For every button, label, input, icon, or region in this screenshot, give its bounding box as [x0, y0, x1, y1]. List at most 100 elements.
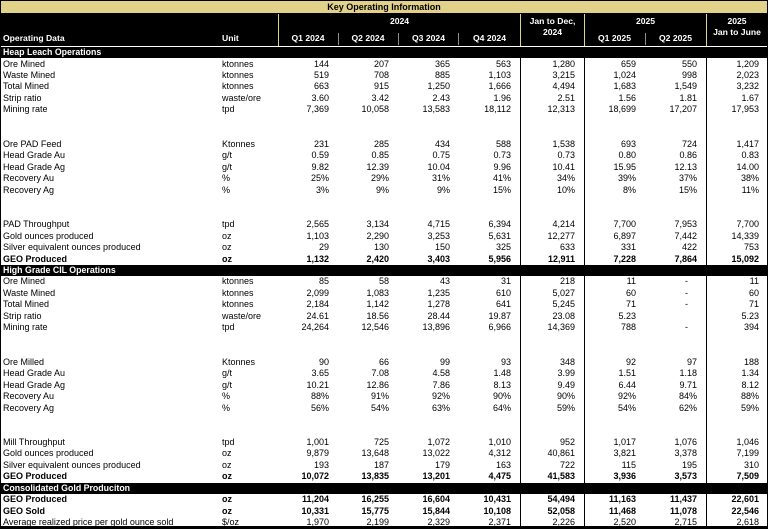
cell-value: 8% — [622, 184, 636, 195]
cell-value: 6,966 — [488, 322, 511, 333]
cell-value: 11% — [741, 184, 759, 195]
spacer-row — [0, 127, 768, 138]
cell-value: 1,538 — [552, 138, 575, 149]
header-q2-2024: Q2 2024 — [351, 33, 385, 43]
cell-value: 998 — [681, 70, 697, 81]
cell-value: 90% — [492, 391, 511, 402]
row-unit: ktonnes — [222, 276, 254, 287]
row-unit: tpd — [222, 104, 235, 115]
header-quarter-separator — [645, 33, 646, 45]
row-unit: tpd — [222, 322, 235, 333]
header-operating-data: Operating Data — [3, 33, 65, 43]
cell-value: 39% — [617, 173, 636, 184]
row-unit: oz — [222, 494, 232, 505]
row-label: GEO Produced — [3, 471, 68, 482]
header-q2-2025: Q2 2025 — [659, 33, 692, 43]
spacer-row — [0, 345, 768, 356]
cell-value: 1,142 — [366, 299, 389, 310]
table-row: GEO Sold oz 10,331 15,775 15,844 10,108 52,058… — [0, 506, 768, 517]
table-row: Head Grade Au g/t 0.59 0.85 0.75 0.73 0.73 0.80… — [0, 150, 768, 161]
cell-value: 31 — [500, 276, 511, 287]
row-label: Average realized price per gold ounce so… — [3, 517, 174, 528]
header-year-2025: 2025 — [635, 16, 656, 26]
cell-value: 62% — [678, 402, 697, 413]
cell-value: 4.58 — [432, 368, 450, 379]
header-q1-2025: Q1 2025 — [598, 33, 631, 43]
header-year-2024: 2024 — [389, 16, 410, 26]
cell-value: 7,864 — [674, 253, 697, 264]
cell-value: 11,204 — [301, 494, 329, 505]
table-row: Total Mined ktonnes 663 915 1,250 1,666 4,494 1… — [0, 81, 768, 92]
cell-value: 6,394 — [488, 219, 511, 230]
cell-value: 31% — [431, 173, 450, 184]
cell-value: 1.96 — [493, 92, 511, 103]
cell-value: 22,546 — [731, 505, 759, 516]
cell-value: 1,001 — [306, 437, 329, 448]
spacer-row — [0, 425, 768, 436]
cell-value: 11,078 — [669, 505, 697, 516]
cell-value: 2,329 — [427, 517, 450, 528]
cell-value: 9% — [375, 184, 389, 195]
cell-value: 7.08 — [371, 368, 389, 379]
cell-value: 130 — [373, 242, 389, 253]
table-row: Strip ratio waste/ore 3.60 3.42 2.43 1.96 2.51… — [0, 93, 768, 104]
cell-value: 10.41 — [552, 161, 575, 172]
cell-value: 90% — [556, 391, 575, 402]
table-row: GEO Produced oz 1,132 2,420 3,403 5,956 12,911… — [0, 253, 768, 264]
cell-value: 150 — [434, 242, 450, 253]
table-row: Head Grade Ag g/t 10.21 12.86 7.86 8.13 9.49 6.… — [0, 380, 768, 391]
cell-value: 92 — [625, 356, 636, 367]
cell-value: 56% — [310, 402, 329, 413]
row-label: Silver equivalent ounces produced — [3, 459, 141, 470]
cell-value: - — [685, 322, 688, 333]
cell-value: 179 — [434, 459, 450, 470]
cell-value: 23.08 — [552, 310, 575, 321]
cell-value: 10,331 — [301, 505, 329, 516]
cell-value: 92% — [617, 391, 636, 402]
cell-value: 5,245 — [552, 299, 575, 310]
cell-value: 325 — [495, 242, 511, 253]
row-unit: oz — [222, 253, 232, 264]
cell-value: 10,431 — [483, 494, 511, 505]
cell-value: - — [685, 287, 688, 298]
cell-value: 550 — [681, 58, 697, 69]
cell-value: 188 — [743, 356, 759, 367]
cell-value: 2,618 — [736, 517, 759, 528]
cell-value: 663 — [313, 81, 329, 92]
cell-value: 365 — [434, 58, 450, 69]
cell-value: 18,699 — [608, 104, 636, 115]
row-unit: ktonnes — [222, 287, 254, 298]
table-row: Ore Mined ktonnes 144 207 365 563 1,280 659 550 1… — [0, 58, 768, 69]
cell-value: 310 — [743, 459, 759, 470]
row-label: Gold ounces produced — [3, 448, 94, 459]
cell-value: 38% — [740, 173, 759, 184]
row-label: GEO Produced — [3, 494, 68, 505]
row-label: Gold ounces produced — [3, 230, 94, 241]
cell-value: 9,879 — [306, 448, 329, 459]
row-label: Mining rate — [3, 104, 48, 115]
table-row: Ore Mined ktonnes 85 58 43 31 218 11 - 11 — [0, 276, 768, 287]
column-divider — [584, 47, 585, 529]
cell-value: 2,715 — [674, 517, 697, 528]
cell-value: 11 — [626, 276, 636, 287]
cell-value: 99 — [439, 356, 450, 367]
header-divider — [278, 14, 279, 46]
cell-value: 1.18 — [679, 368, 697, 379]
cell-value: 693 — [620, 138, 636, 149]
header-jan-to-june-line1: 2025 — [727, 16, 747, 26]
header-quarter-separator — [458, 33, 459, 45]
cell-value: 3% — [315, 184, 329, 195]
row-label: Strip ratio — [3, 92, 42, 103]
cell-value: 8.13 — [493, 379, 511, 390]
cell-value: 231 — [313, 138, 329, 149]
cell-value: 11,437 — [669, 494, 697, 505]
cell-value: 2,184 — [306, 299, 329, 310]
cell-value: 5,027 — [552, 287, 575, 298]
cell-value: 2,023 — [736, 70, 759, 81]
cell-value: 3,253 — [427, 230, 450, 241]
cell-value: 7,442 — [674, 230, 697, 241]
row-label: Recovery Au — [3, 391, 55, 402]
cell-value: 1.67 — [741, 92, 759, 103]
cell-value: 4,494 — [552, 81, 575, 92]
row-label: GEO Produced — [3, 253, 68, 264]
